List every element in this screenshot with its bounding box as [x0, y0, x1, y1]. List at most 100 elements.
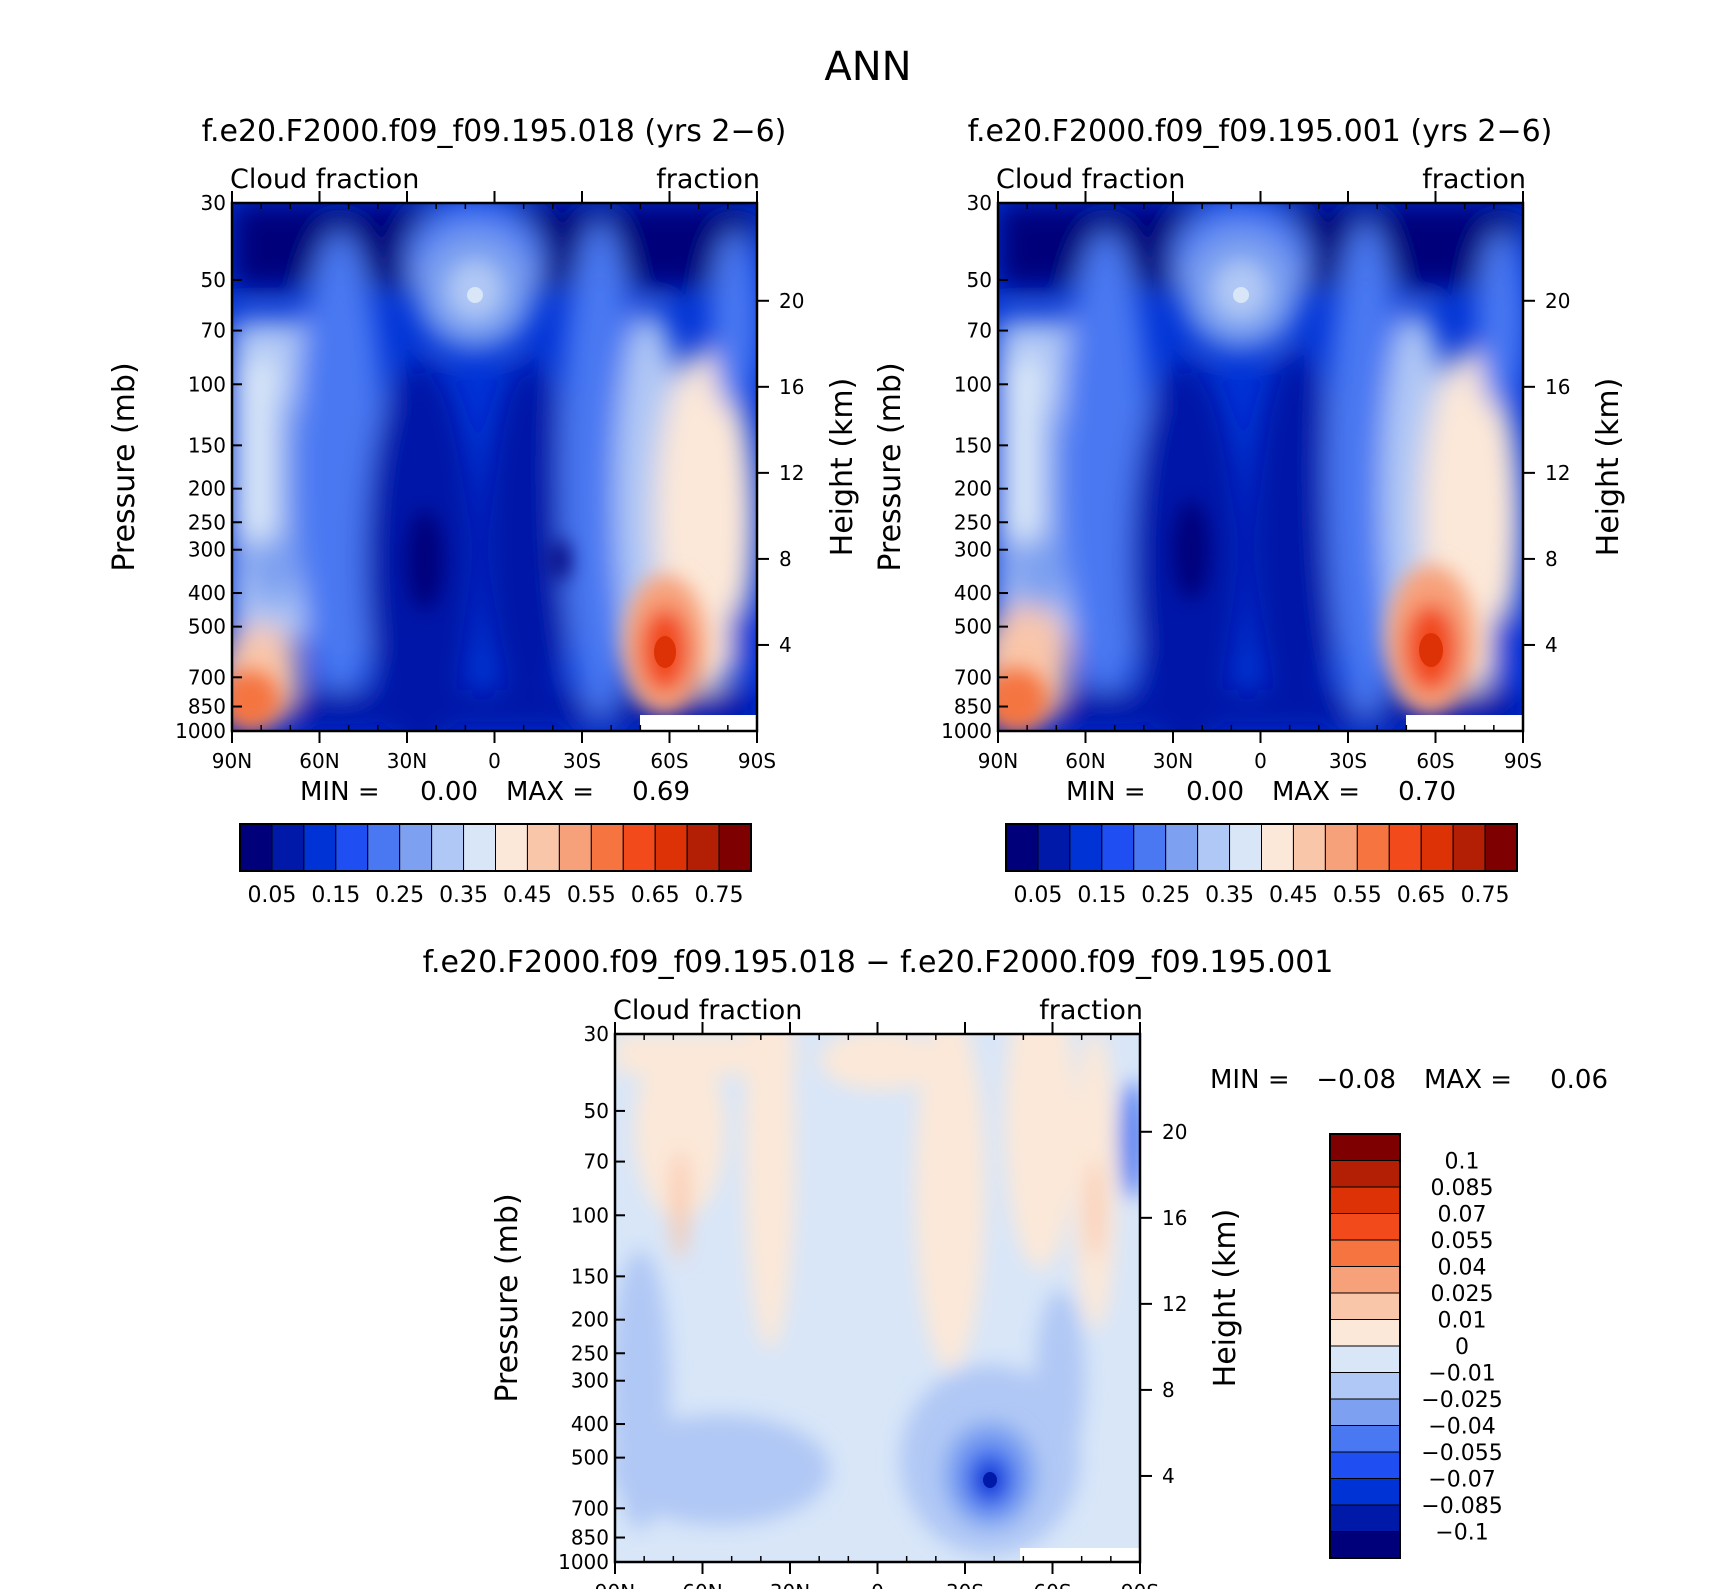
- panel-2-title: f.e20.F2000.f09_f09.195.001 (yrs 2−6): [968, 114, 1553, 149]
- colorbar-frame: [239, 823, 752, 872]
- panel-1-title: f.e20.F2000.f09_f09.195.018 (yrs 2−6): [202, 114, 787, 149]
- pressure-tick-label: 400: [954, 581, 992, 605]
- panel-3-field: [615, 1034, 1140, 1562]
- panel-3-ylabel2: Height (km): [1208, 1209, 1243, 1388]
- pressure-tick-label: 100: [188, 372, 226, 396]
- colorbar-label: 0.55: [567, 883, 616, 908]
- colorbar-label: 0: [1455, 1335, 1469, 1360]
- panel-1-colorbar: 0.05 0.15 0.25 0.35 0.45 0.55 0.65 0.75: [239, 823, 752, 908]
- colorbar-swatch: [303, 823, 337, 872]
- colorbar-swatch: [1484, 823, 1518, 872]
- panel-1: f.e20.F2000.f09_f09.195.018 (yrs 2−6) Cl…: [107, 114, 860, 908]
- colorbar-label: 0.35: [439, 883, 488, 908]
- pressure-tick-label: 150: [188, 433, 226, 457]
- height-tick-label: 16: [1545, 375, 1570, 399]
- colorbar-swatch: [526, 823, 560, 872]
- latitude-tick-label: 0: [871, 1580, 884, 1589]
- pressure-tick-label: 150: [954, 433, 992, 457]
- colorbar-swatch: [1329, 1213, 1401, 1241]
- panel-3-ylabel: Pressure (mb): [490, 1193, 525, 1402]
- panel-3-left-label: Cloud fraction: [613, 995, 802, 1026]
- colorbar-swatch: [1388, 823, 1422, 872]
- colorbar-label: 0.05: [247, 883, 296, 908]
- panel-3-min-label: MIN =: [1210, 1065, 1290, 1095]
- colorbar-swatch: [1329, 1133, 1401, 1161]
- panel-1-max-value: 0.69: [632, 777, 690, 807]
- colorbar-label: 0.75: [1461, 883, 1510, 908]
- pressure-tick-label: 700: [188, 665, 226, 689]
- colorbar-label: 0.04: [1438, 1256, 1487, 1281]
- colorbar-label: 0.01: [1438, 1309, 1487, 1334]
- latitude-tick-label: 60N: [682, 1580, 722, 1589]
- pressure-tick-label: 30: [967, 191, 992, 215]
- panel-1-min-value: 0.00: [420, 777, 478, 807]
- panel-1-field: [232, 203, 757, 731]
- colorbar-frame: [1005, 823, 1518, 872]
- colorbar-label: 0.055: [1431, 1229, 1494, 1254]
- latitude-tick-label: 30N: [387, 749, 427, 773]
- panel-2-y2-axis: 20 16 12 8 4: [1523, 289, 1570, 657]
- pressure-tick-label: 1000: [558, 1550, 609, 1574]
- colorbar-swatch: [1329, 1451, 1401, 1479]
- panel-3-min-value: −0.08: [1316, 1065, 1396, 1095]
- pressure-tick-label: 850: [571, 1526, 609, 1550]
- latitude-tick-label: 60N: [299, 749, 339, 773]
- pressure-tick-label: 50: [967, 268, 992, 292]
- colorbar-swatch: [1229, 823, 1262, 872]
- colorbar-label: 0.25: [1141, 883, 1190, 908]
- colorbar-label: 0.1: [1445, 1150, 1480, 1175]
- figure-title: ANN: [824, 44, 911, 90]
- pressure-tick-label: 250: [954, 510, 992, 534]
- colorbar-swatch: [1292, 823, 1326, 872]
- pressure-tick-label: 30: [584, 1022, 609, 1046]
- colorbar-swatch: [1329, 1398, 1401, 1426]
- height-tick-label: 8: [779, 547, 792, 571]
- colorbar-swatch: [686, 823, 720, 872]
- colorbar-swatch: [1329, 1531, 1401, 1559]
- colorbar-label: 0.35: [1205, 883, 1254, 908]
- pressure-tick-label: 400: [188, 581, 226, 605]
- pressure-tick-label: 30: [201, 191, 226, 215]
- panel-1-y2-axis: 20 16 12 8 4: [757, 289, 804, 657]
- latitude-tick-label: 30S: [563, 749, 601, 773]
- colorbar-swatch: [1165, 823, 1199, 872]
- colorbar-label: 0.15: [311, 883, 360, 908]
- colorbar-label: −0.01: [1428, 1362, 1495, 1387]
- latitude-tick-label: 90S: [1121, 1580, 1159, 1589]
- pressure-tick-label: 70: [967, 319, 992, 343]
- pressure-tick-label: 200: [188, 477, 226, 501]
- height-tick-label: 12: [779, 461, 804, 485]
- panel-1-min-label: MIN =: [300, 777, 380, 807]
- height-tick-label: 4: [1545, 633, 1558, 657]
- latitude-tick-label: 30S: [1329, 749, 1367, 773]
- colorbar-swatch: [1005, 823, 1039, 872]
- colorbar-swatch: [590, 823, 624, 872]
- height-tick-label: 16: [1162, 1206, 1187, 1230]
- pressure-tick-label: 700: [954, 665, 992, 689]
- pressure-tick-label: 500: [954, 615, 992, 639]
- panel-2: f.e20.F2000.f09_f09.195.001 (yrs 2−6) Cl…: [873, 114, 1626, 908]
- colorbar-label: 0.25: [375, 883, 424, 908]
- latitude-tick-label: 90N: [978, 749, 1018, 773]
- colorbar-swatch: [1329, 1372, 1401, 1400]
- colorbar-swatch: [718, 823, 752, 872]
- latitude-tick-label: 60S: [1416, 749, 1454, 773]
- height-tick-label: 12: [1545, 461, 1570, 485]
- panel-1-ylabel2: Height (km): [825, 378, 860, 557]
- pressure-tick-label: 50: [584, 1099, 609, 1123]
- panel-3-colorbar: 0.10.0850.070.0550.040.0250.010−0.01−0.0…: [1329, 1133, 1503, 1559]
- panel-3-y2-axis: 20 16 12 8 4: [1140, 1120, 1187, 1488]
- pressure-tick-label: 400: [571, 1412, 609, 1436]
- colorbar-swatch: [1329, 1345, 1401, 1373]
- latitude-tick-label: 30N: [770, 1580, 810, 1589]
- colorbar-swatch: [1101, 823, 1135, 872]
- panel-3-x-axis: 90N 60N 30N 0 30S 60S 90S: [595, 1022, 1159, 1589]
- colorbar-swatch: [1329, 1425, 1401, 1453]
- pressure-tick-label: 1000: [175, 719, 226, 743]
- colorbar-swatch: [239, 823, 273, 872]
- colorbar-label: 0.085: [1431, 1176, 1494, 1201]
- colorbar-label: −0.04: [1428, 1415, 1495, 1440]
- colorbar-swatch: [1329, 1319, 1401, 1347]
